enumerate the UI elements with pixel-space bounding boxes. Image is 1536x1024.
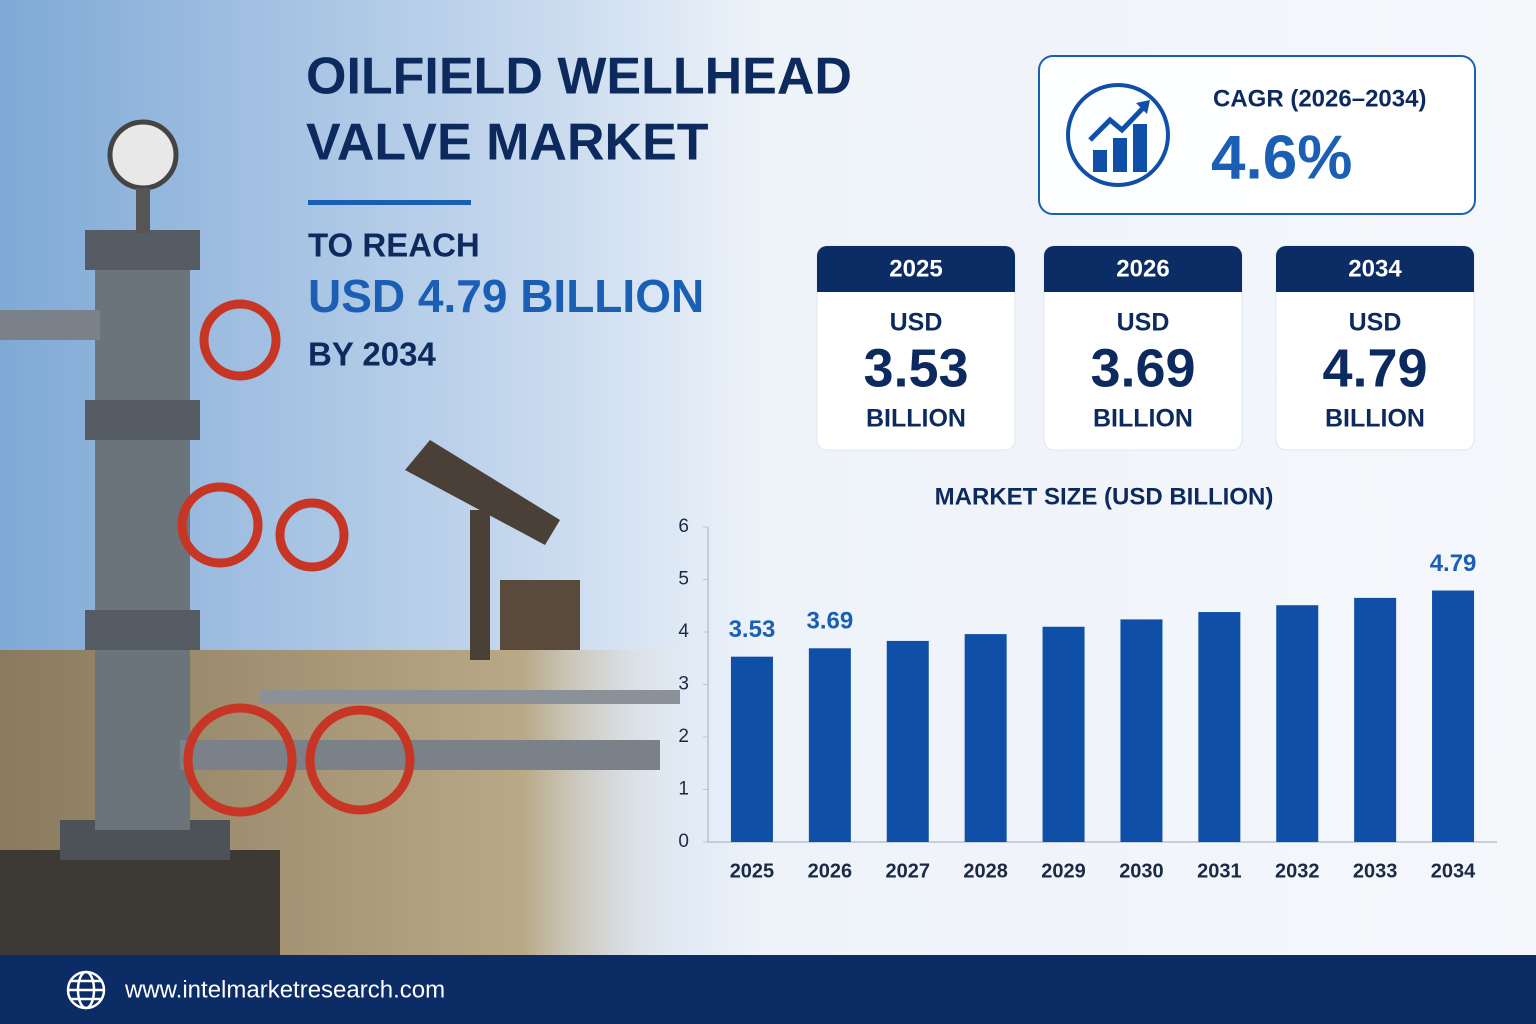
- title-underline: [308, 200, 471, 205]
- x-tick-label: 2030: [1119, 860, 1164, 882]
- footer-bar: [0, 955, 1536, 1024]
- card-unit: BILLION: [866, 405, 966, 433]
- card-value: 3.53: [863, 338, 968, 398]
- card-currency: USD: [890, 309, 943, 337]
- data-label: 4.79: [1430, 550, 1477, 577]
- x-tick-label: 2032: [1275, 860, 1320, 882]
- bar: [964, 634, 1007, 842]
- card-currency: USD: [1349, 309, 1402, 337]
- year-card-header: [817, 246, 1015, 292]
- y-tick-label: 6: [678, 516, 689, 537]
- year-card-header: [1276, 246, 1474, 292]
- bar: [730, 656, 773, 842]
- x-tick-label: 2031: [1197, 860, 1242, 882]
- headline-value: USD 4.79 BILLION: [308, 270, 704, 322]
- x-tick-label: 2034: [1431, 860, 1476, 882]
- card-year: 2025: [889, 255, 942, 282]
- bar: [1198, 612, 1241, 842]
- x-tick-label: 2033: [1353, 860, 1398, 882]
- bar: [886, 640, 929, 842]
- x-tick-label: 2028: [963, 860, 1008, 882]
- card-currency: USD: [1117, 309, 1170, 337]
- card-year: 2034: [1348, 255, 1402, 282]
- title: VALVE MARKET: [306, 114, 709, 172]
- card-value: 4.79: [1322, 338, 1427, 398]
- y-tick-label: 3: [678, 674, 689, 695]
- year-card-header: [1044, 246, 1242, 292]
- x-tick-label: 2029: [1041, 860, 1086, 882]
- data-label: 3.53: [729, 616, 776, 643]
- y-tick-label: 5: [678, 569, 689, 590]
- x-tick-label: 2027: [886, 860, 931, 882]
- card-unit: BILLION: [1325, 405, 1425, 433]
- growth-icon: [1066, 83, 1170, 187]
- wellhead-illustration: [0, 119, 700, 955]
- title: OILFIELD WELLHEAD: [306, 48, 852, 106]
- bar: [1354, 597, 1397, 842]
- bar: [808, 648, 851, 842]
- subtitle: TO REACH: [308, 227, 480, 264]
- bar: [1276, 605, 1319, 842]
- card-year: 2026: [1116, 255, 1169, 282]
- y-tick-label: 1: [678, 779, 689, 800]
- data-label: 3.69: [806, 608, 853, 635]
- bar: [1432, 590, 1475, 842]
- card-value: 3.69: [1090, 338, 1195, 398]
- card-unit: BILLION: [1093, 405, 1193, 433]
- bar: [1042, 626, 1085, 842]
- subtitle: BY 2034: [308, 336, 436, 373]
- cagr-label: CAGR (2026–2034): [1213, 85, 1426, 112]
- y-tick-label: 0: [678, 831, 689, 852]
- x-tick-label: 2026: [808, 860, 853, 882]
- cagr-value: 4.6%: [1211, 123, 1352, 192]
- x-tick-label: 2025: [730, 860, 775, 882]
- y-tick-label: 2: [678, 726, 689, 747]
- globe-icon: [66, 970, 106, 1010]
- bar: [1120, 619, 1163, 842]
- footer-url: www.intelmarketresearch.com: [124, 976, 445, 1003]
- y-tick-label: 4: [678, 621, 689, 642]
- chart-title: MARKET SIZE (USD BILLION): [935, 483, 1274, 510]
